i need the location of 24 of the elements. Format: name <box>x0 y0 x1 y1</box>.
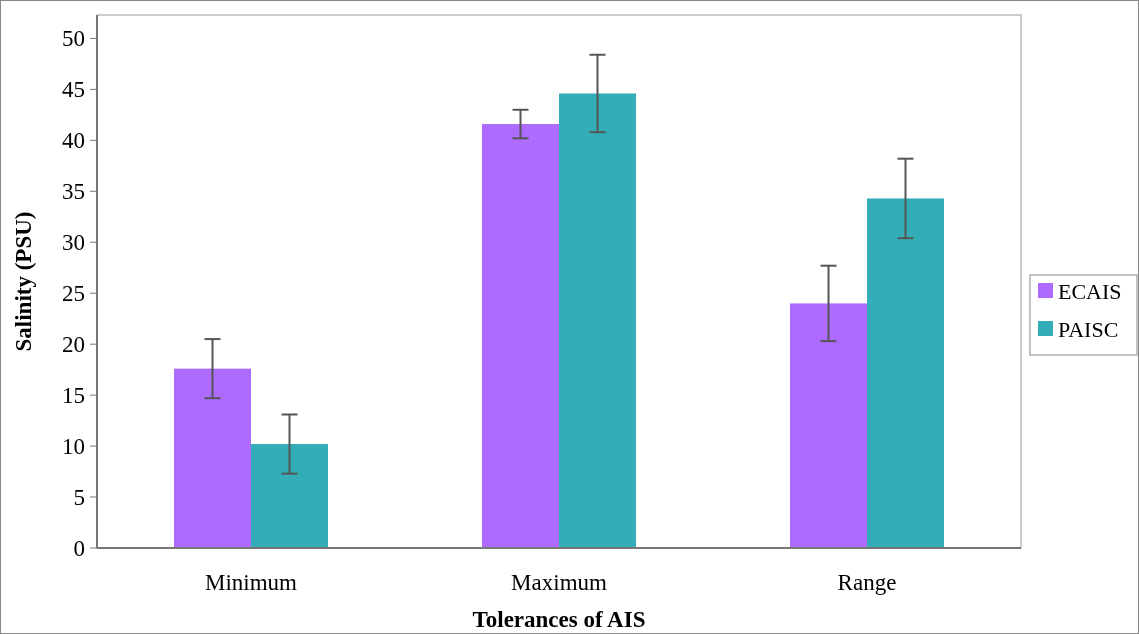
x-tick-label: Minimum <box>204 570 298 595</box>
bar <box>482 124 559 548</box>
bar <box>867 198 944 548</box>
bar <box>790 303 867 548</box>
y-tick-label: 40 <box>62 128 85 154</box>
y-tick-label: 35 <box>62 179 85 205</box>
bar <box>251 444 328 548</box>
y-tick-label: 30 <box>62 230 85 256</box>
y-tick-label: 45 <box>62 77 85 103</box>
x-tick-label: Range <box>837 570 897 595</box>
x-tick-label: Maximum <box>511 570 608 595</box>
y-tick-label: 5 <box>73 485 85 511</box>
legend-label: ECAIS <box>1058 278 1122 304</box>
legend-label: PAISC <box>1058 316 1119 342</box>
y-tick-label: 25 <box>62 281 85 307</box>
x-axis-title: Tolerances of AIS <box>472 607 646 632</box>
y-tick-label: 20 <box>62 332 85 358</box>
bar <box>174 368 251 548</box>
y-tick-label: 0 <box>73 536 85 562</box>
y-tick-label: 15 <box>62 383 85 409</box>
bar <box>559 93 636 548</box>
y-axis-title: Salinity (PSU) <box>11 211 36 352</box>
y-tick-label: 10 <box>62 434 85 460</box>
y-tick-label: 50 <box>62 26 85 52</box>
